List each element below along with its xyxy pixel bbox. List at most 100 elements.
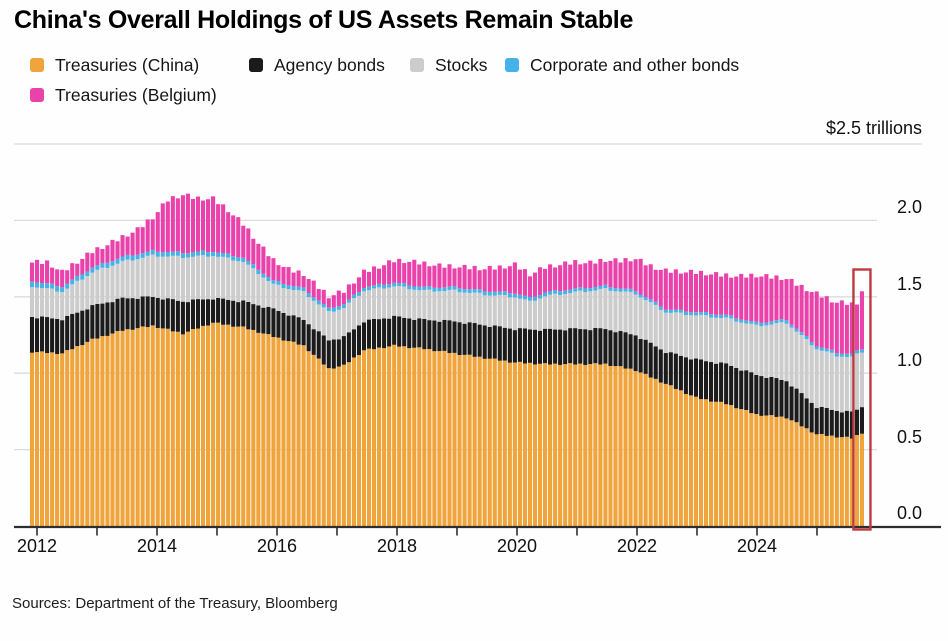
bar-segment [200, 200, 206, 251]
bar-segment [341, 364, 346, 526]
bar-segment [512, 293, 517, 298]
legend-item: Stocks [410, 54, 488, 76]
bar-segment [447, 320, 452, 354]
bar-segment [251, 238, 256, 265]
bar-segment [462, 289, 467, 293]
bar-segment [693, 396, 699, 526]
bar-segment [779, 319, 784, 323]
bar-segment [457, 267, 462, 289]
bar-segment [482, 358, 487, 526]
bar-segment [593, 287, 598, 291]
bar-segment [417, 286, 422, 291]
bar-segment [507, 293, 512, 298]
bar-segment [175, 300, 180, 332]
bar-segment [819, 406, 824, 434]
bar-segment [105, 267, 110, 303]
bar-segment [482, 291, 487, 296]
bar-segment [648, 377, 653, 526]
bar-segment [633, 371, 638, 526]
bar-segment [588, 364, 593, 526]
bar-segment [759, 322, 764, 327]
bar-segment [658, 382, 663, 526]
legend-item: Treasuries (China) [30, 54, 199, 76]
bar-segment [477, 270, 482, 290]
bar-segment [382, 348, 387, 526]
bar-segment [467, 292, 472, 323]
bar-segment [90, 338, 95, 526]
bar-segment [382, 318, 387, 349]
bar-segment [271, 258, 276, 281]
bar-segment [125, 259, 130, 299]
bar-segment [85, 341, 90, 526]
bar-segment [241, 257, 246, 262]
bar-segment [512, 362, 517, 526]
bar-segment [457, 292, 462, 323]
bar-segment [175, 255, 180, 301]
bar-segment [392, 344, 397, 526]
bar-segment [190, 328, 196, 526]
bar-segment [216, 252, 221, 257]
bar-segment [492, 325, 497, 359]
bar-segment [231, 215, 236, 257]
bar-segment [321, 307, 326, 336]
x-axis-tick-label: 2014 [136, 536, 178, 556]
bar-segment [286, 267, 291, 286]
bar-segment [527, 276, 533, 297]
bar-segment [140, 257, 145, 297]
bar-segment [729, 315, 734, 319]
bar-segment [573, 291, 578, 329]
bar-segment [432, 287, 437, 292]
bar-segment [673, 353, 678, 389]
bar-segment [296, 344, 301, 526]
bar-segment [819, 350, 824, 407]
bar-segment [568, 363, 573, 526]
bar-segment [65, 270, 70, 284]
bar-segment [382, 265, 387, 285]
bar-segment [80, 279, 85, 311]
bar-segment [512, 262, 517, 294]
bar-segment [392, 262, 397, 283]
bar-segment [507, 297, 512, 329]
bar-segment [563, 261, 568, 291]
bar-segment [437, 287, 442, 292]
bar-segment [849, 411, 854, 439]
bar-segment [105, 262, 110, 268]
bar-segment [417, 347, 422, 526]
bar-segment [60, 353, 65, 526]
bar-segment [693, 274, 699, 313]
bar-segment [412, 286, 417, 290]
bar-segment [145, 251, 150, 256]
bar-segment [749, 323, 754, 373]
bar-segment [311, 329, 316, 355]
bar-segment [356, 325, 361, 356]
bar-segment [392, 286, 397, 316]
bar-segment [40, 288, 45, 317]
bar-segment [688, 395, 693, 526]
bar-segment [361, 350, 367, 526]
bar-segment [709, 317, 714, 363]
bar-segment [45, 317, 50, 354]
bar-segment [829, 349, 834, 353]
bar-segment [517, 269, 522, 295]
bar-segment [603, 329, 608, 364]
bar-segment [613, 332, 618, 367]
bar-segment [140, 253, 145, 258]
bar-segment [60, 292, 65, 321]
bar-segment [75, 346, 80, 526]
bar-segment [75, 263, 80, 276]
bar-segment [75, 275, 80, 281]
bar-segment [683, 311, 688, 316]
bar-segment [829, 435, 834, 526]
bar-segment [839, 356, 844, 413]
highlight-box [852, 268, 872, 531]
bar-segment [608, 260, 613, 288]
bar-segment [698, 270, 704, 313]
bar-segment [437, 291, 442, 322]
bar-segment [120, 256, 125, 261]
bar-segment [668, 352, 673, 386]
bar-segment [392, 315, 397, 345]
bar-segment [346, 284, 351, 300]
bar-segment [135, 259, 140, 299]
bar-segment [130, 329, 135, 526]
bar-segment [729, 318, 734, 366]
